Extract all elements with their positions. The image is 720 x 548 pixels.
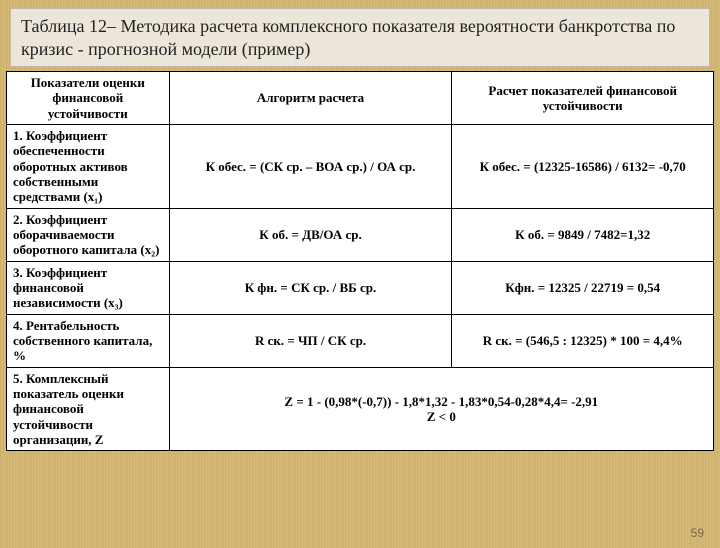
- row-calc: К об. = 9849 / 7482=1,32: [452, 208, 714, 261]
- table-row: 4. Рентабельность собственного капитала,…: [7, 314, 714, 367]
- table-row: 2. Коэффициент оборачиваемости оборотног…: [7, 208, 714, 261]
- row-calc: R ск. = (546,5 : 12325) * 100 = 4,4%: [452, 314, 714, 367]
- table-container: Показатели оценки финансовой устойчивост…: [6, 71, 714, 451]
- table-caption: Таблица 12– Методика расчета комплексног…: [10, 8, 710, 67]
- table-header-row: Показатели оценки финансовой устойчивост…: [7, 72, 714, 125]
- table-row: 5. Комплексный показатель оценки финансо…: [7, 367, 714, 451]
- table-row: 3. Коэффициент финансовой независимости …: [7, 261, 714, 314]
- row-label: 4. Рентабельность собственного капитала,…: [7, 314, 170, 367]
- row-algo: R ск. = ЧП / СК ср.: [169, 314, 452, 367]
- row-label: 2. Коэффициент оборачиваемости оборотног…: [7, 208, 170, 261]
- row-algo: К об. = ДВ/ОА ср.: [169, 208, 452, 261]
- col-header-calculation: Расчет показателей финансовой устойчивос…: [452, 72, 714, 125]
- row-label: 5. Комплексный показатель оценки финансо…: [7, 367, 170, 451]
- row-merged: Z = 1 - (0,98*(-0,7)) - 1,8*1,32 - 1,83*…: [169, 367, 713, 451]
- row-calc: К обес. = (12325-16586) / 6132= -0,70: [452, 124, 714, 208]
- row-label: 1. Коэффициент обеспеченности оборотных …: [7, 124, 170, 208]
- table-row: 1. Коэффициент обеспеченности оборотных …: [7, 124, 714, 208]
- row-algo: К обес. = (СК ср. – ВОА ср.) / ОА ср.: [169, 124, 452, 208]
- row-label: 3. Коэффициент финансовой независимости …: [7, 261, 170, 314]
- page-number: 59: [691, 526, 704, 540]
- row-calc: Кфн. = 12325 / 22719 = 0,54: [452, 261, 714, 314]
- col-header-indicators: Показатели оценки финансовой устойчивост…: [7, 72, 170, 125]
- methodology-table: Показатели оценки финансовой устойчивост…: [6, 71, 714, 451]
- row-algo: К фн. = СК ср. / ВБ ср.: [169, 261, 452, 314]
- col-header-algorithm: Алгоритм расчета: [169, 72, 452, 125]
